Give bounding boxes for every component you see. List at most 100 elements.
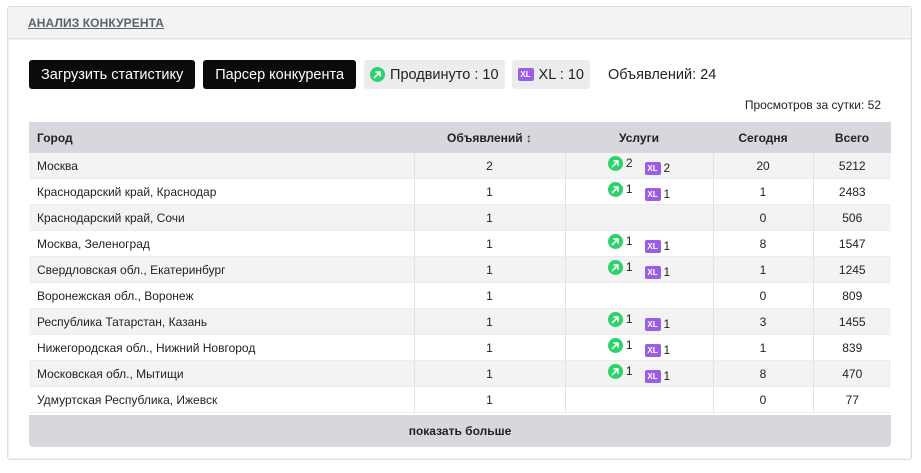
- promote-arrow-icon: [607, 363, 623, 379]
- xl-badge-icon: XL: [644, 369, 661, 383]
- cell-ads: 1: [414, 256, 566, 283]
- cell-services: [565, 386, 714, 413]
- xl-badge-icon: XL: [644, 239, 661, 253]
- table-row: Краснодарский край, Краснодар 1 1 XL 1 1 2483: [29, 178, 891, 205]
- promoted-count-chip: Продвинуто : 10: [364, 60, 505, 89]
- promoted-service: 2: [607, 155, 633, 171]
- header-ads-sortable[interactable]: Объявлений ↕: [414, 122, 565, 153]
- xl-badge-icon: XL: [644, 161, 661, 175]
- cell-ads: 1: [414, 334, 566, 361]
- table-row: Москва 2 2 XL 2 20 5212: [29, 153, 891, 179]
- table-row: Республика Татарстан, Казань 1 1 XL 1 3 1455: [29, 308, 891, 335]
- cell-total: 77: [813, 386, 891, 413]
- promoted-service: 1: [607, 363, 633, 379]
- competitor-analysis-panel: АНАЛИЗ КОНКУРЕНТА Загрузить статистику П…: [7, 6, 912, 460]
- xl-badge-icon: XL: [517, 68, 534, 81]
- cell-city: Краснодарский край, Краснодар: [29, 178, 415, 205]
- cell-city: Нижегородская обл., Нижний Новгород: [29, 334, 415, 361]
- table-row: Краснодарский край, Сочи 1 0 506: [29, 204, 891, 231]
- ads-count-label: Объявлений: 24: [607, 66, 717, 83]
- table-row: Воронежская обл., Воронеж 1 0 809: [29, 282, 891, 309]
- cell-city: Московская обл., Мытищи: [29, 360, 415, 387]
- competitor-parser-button[interactable]: Парсер конкурента: [203, 60, 357, 89]
- promoted-count: 1: [625, 312, 633, 327]
- panel-header: АНАЛИЗ КОНКУРЕНТА: [8, 7, 911, 39]
- xl-service: XL 1: [644, 239, 671, 254]
- xl-badge-icon: XL: [644, 187, 661, 201]
- cell-today: 0: [713, 282, 814, 309]
- cell-services: 1 XL 1: [565, 178, 714, 205]
- table-row: Нижегородская обл., Нижний Новгород 1 1 XL 1…: [29, 334, 891, 361]
- cell-total: 506: [813, 204, 891, 231]
- header-today: Сегодня: [713, 122, 813, 153]
- promote-arrow-icon: [607, 259, 623, 275]
- cell-ads: 2: [414, 153, 566, 179]
- cell-city: Свердловская обл., Екатеринбург: [29, 256, 415, 283]
- cell-today: 0: [713, 204, 814, 231]
- cell-total: 839: [813, 334, 891, 361]
- xl-count: 1: [663, 187, 671, 202]
- cell-ads: 1: [414, 386, 566, 413]
- cell-services: 1 XL 1: [565, 256, 714, 283]
- xl-service: XL 1: [644, 369, 671, 384]
- promoted-count: 1: [625, 364, 633, 379]
- cell-services: 1 XL 1: [565, 230, 714, 257]
- cell-ads: 1: [414, 308, 566, 335]
- xl-count: 1: [663, 369, 671, 384]
- xl-badge-icon: XL: [644, 343, 661, 357]
- cell-today: 20: [713, 153, 814, 179]
- cell-total: 470: [813, 360, 891, 387]
- cell-services: 1 XL 1: [565, 360, 714, 387]
- cell-city: Москва, Зеленоград: [29, 230, 415, 257]
- cell-services: 2 XL 2: [565, 153, 714, 179]
- xl-badge-icon: XL: [644, 317, 661, 331]
- toolbar: Загрузить статистику Парсер конкурента П…: [29, 60, 716, 89]
- promoted-count-label: Продвинуто : 10: [390, 66, 499, 83]
- cell-ads: 1: [414, 360, 566, 387]
- cell-city: Москва: [29, 153, 415, 179]
- cell-services: 1 XL 1: [565, 308, 714, 335]
- promoted-count: 1: [625, 182, 633, 197]
- promote-arrow-icon: [607, 337, 623, 353]
- cell-today: 1: [713, 334, 814, 361]
- panel-body: Загрузить статистику Парсер конкурента П…: [9, 40, 910, 458]
- promoted-service: 1: [607, 233, 633, 249]
- xl-count: 1: [663, 317, 671, 332]
- cell-services: [565, 282, 714, 309]
- panel-title[interactable]: АНАЛИЗ КОНКУРЕНТА: [28, 16, 165, 30]
- table-row: Московская обл., Мытищи 1 1 XL 1 8 470: [29, 360, 891, 387]
- cell-services: 1 XL 1: [565, 334, 714, 361]
- table-row: Удмуртская Республика, Ижевск 1 0 77: [29, 386, 891, 413]
- cell-today: 8: [713, 360, 814, 387]
- table-row: Свердловская обл., Екатеринбург 1 1 XL 1 1 124…: [29, 256, 891, 283]
- header-services: Услуги: [565, 122, 713, 153]
- cell-today: 1: [713, 256, 814, 283]
- xl-count-chip: XL XL : 10: [511, 60, 590, 89]
- cell-today: 3: [713, 308, 814, 335]
- cell-total: 1245: [813, 256, 891, 283]
- show-more-button[interactable]: показать больше: [29, 415, 891, 447]
- promoted-service: 1: [607, 311, 633, 327]
- load-stats-button[interactable]: Загрузить статистику: [29, 60, 196, 89]
- xl-service: XL 1: [644, 317, 671, 332]
- header-city: Город: [29, 122, 414, 153]
- cities-table: Город Объявлений ↕ Услуги Сегодня Всего …: [29, 122, 891, 413]
- xl-service: XL 1: [644, 187, 671, 202]
- cell-ads: 1: [414, 282, 566, 309]
- table-row: Москва, Зеленоград 1 1 XL 1 8 1547: [29, 230, 891, 257]
- xl-badge-icon: XL: [644, 265, 661, 279]
- cell-city: Республика Татарстан, Казань: [29, 308, 415, 335]
- cell-today: 0: [713, 386, 814, 413]
- cell-city: Краснодарский край, Сочи: [29, 204, 415, 231]
- xl-count: 1: [663, 239, 671, 254]
- cell-total: 2483: [813, 178, 891, 205]
- cell-total: 809: [813, 282, 891, 309]
- cell-total: 5212: [813, 153, 891, 179]
- promote-arrow-icon: [607, 155, 623, 171]
- cell-city: Воронежская обл., Воронеж: [29, 282, 415, 309]
- xl-service: XL 1: [644, 265, 670, 279]
- cell-ads: 1: [414, 230, 566, 257]
- cell-total: 1455: [813, 308, 891, 335]
- cell-services: [565, 204, 714, 231]
- cell-ads: 1: [414, 178, 566, 205]
